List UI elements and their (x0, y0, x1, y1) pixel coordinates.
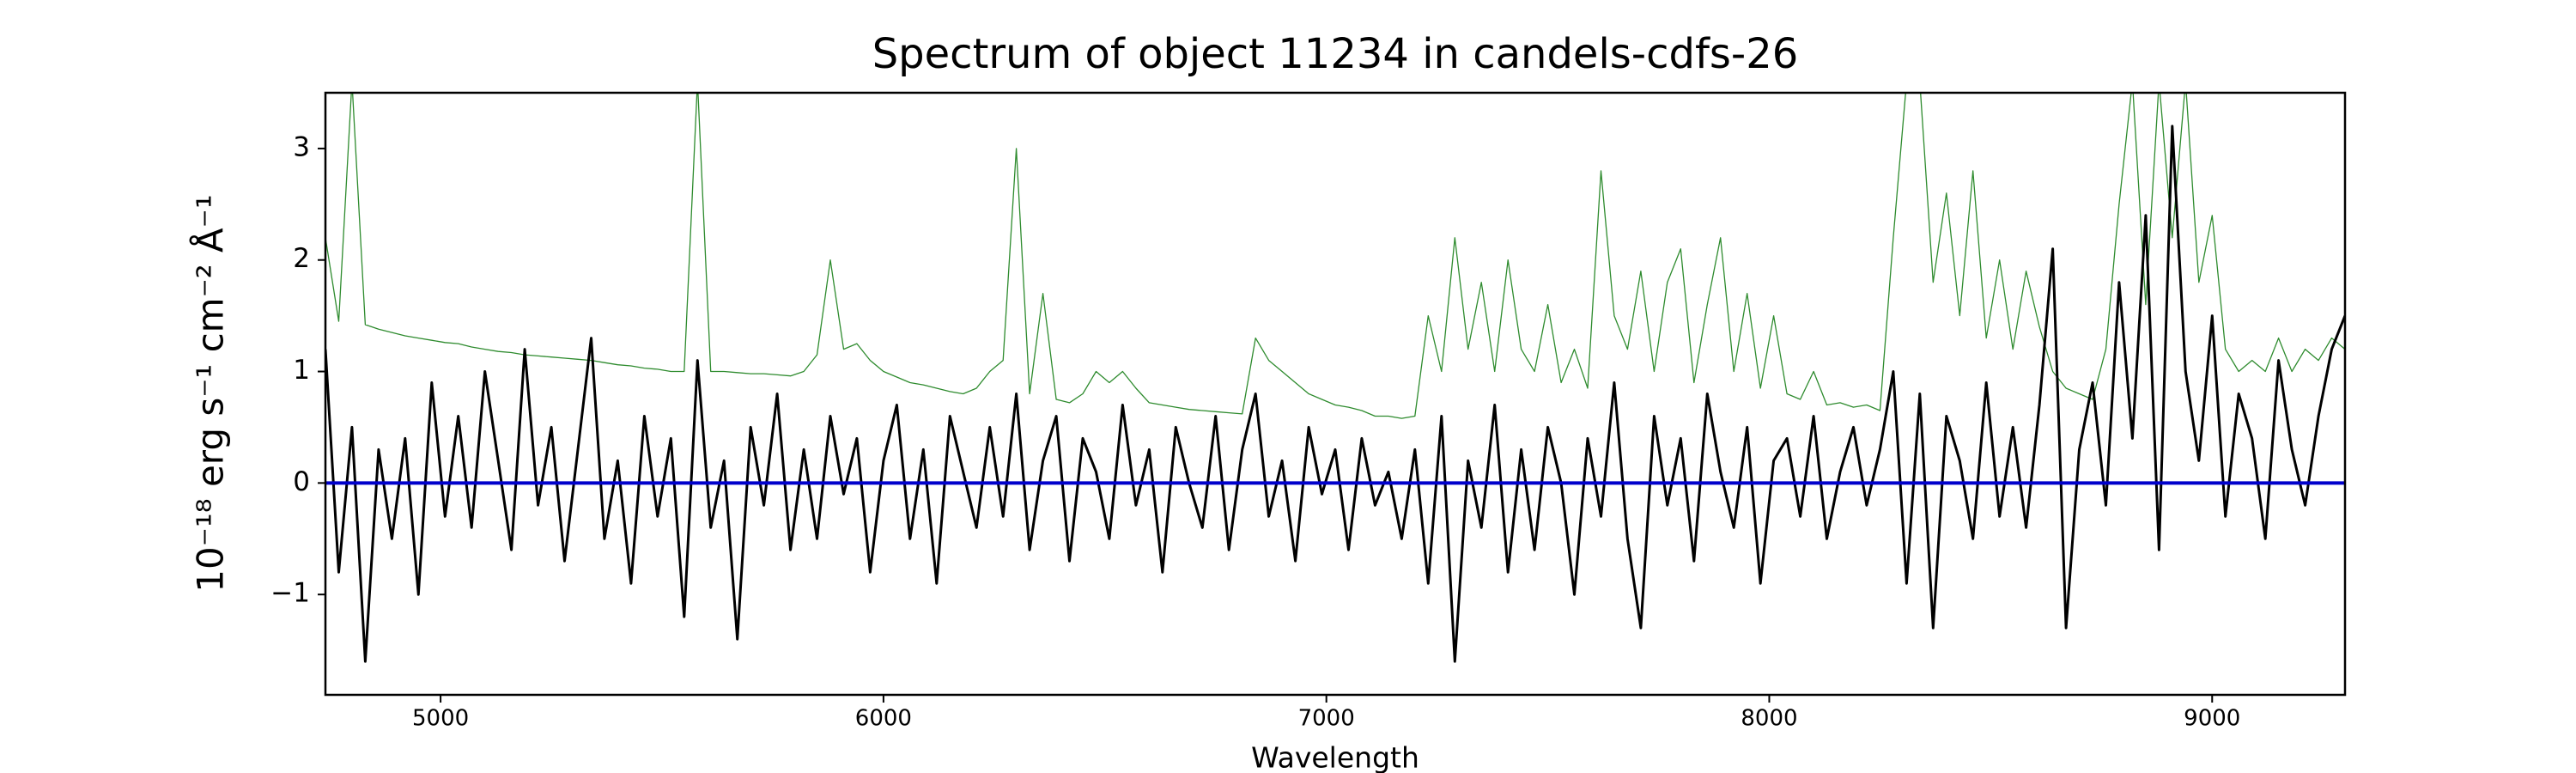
x-tick-label: 9000 (2184, 706, 2240, 732)
y-tick-label: 1 (293, 355, 310, 386)
y-tick-label: −1 (270, 578, 310, 609)
x-axis-label: Wavelength (1251, 741, 1419, 773)
axes-frame (324, 91, 2347, 697)
x-tick-label: 6000 (855, 706, 912, 732)
y-tick-label: 0 (293, 466, 310, 497)
x-tick-label: 5000 (412, 706, 469, 732)
x-tick-label: 8000 (1741, 706, 1797, 732)
y-tick-label: 2 (293, 243, 310, 274)
y-tick-label: 3 (293, 131, 310, 162)
x-tick-label: 7000 (1298, 706, 1355, 732)
y-axis-label: 10⁻¹⁸ erg s⁻¹ cm⁻² Å⁻¹ (189, 194, 232, 592)
plot-area (325, 93, 2345, 663)
chart-title: Spectrum of object 11234 in candels-cdfs… (872, 30, 1799, 78)
spectrum-line (325, 93, 2345, 419)
spectrum-line (325, 125, 2345, 663)
